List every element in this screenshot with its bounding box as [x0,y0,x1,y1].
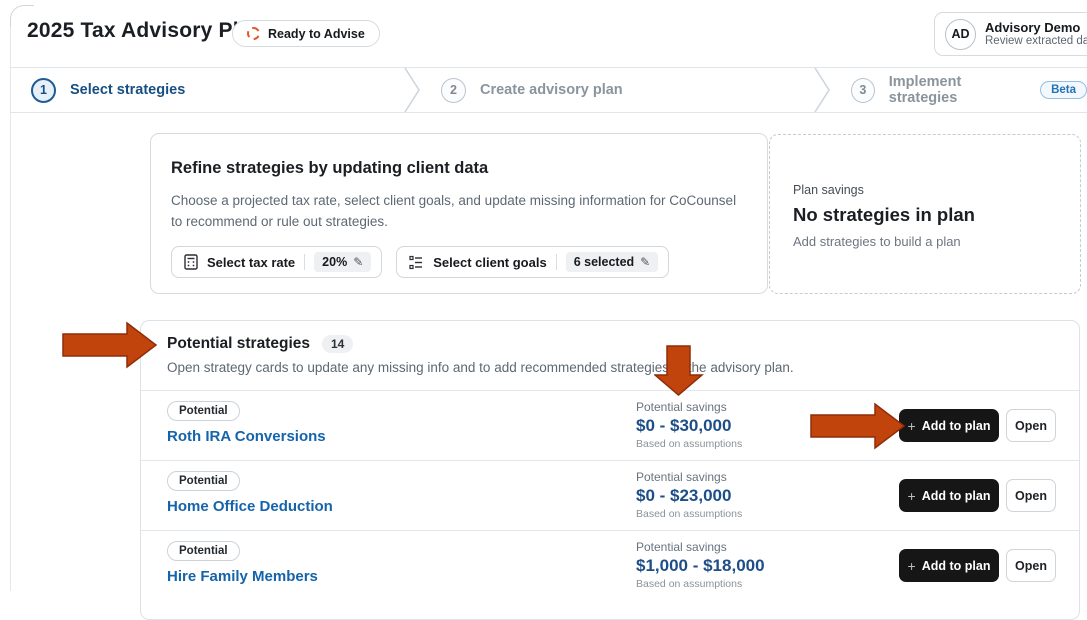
select-tax-rate-button[interactable]: Select tax rate 20% ✎ [171,246,383,278]
plan-savings-headline: No strategies in plan [793,204,975,225]
potential-badge: Potential [167,541,240,561]
add-to-plan-button[interactable]: + Add to plan [899,479,999,512]
step-label: Create advisory plan [480,82,623,98]
ready-spinner-icon [247,27,260,40]
strategy-name-link[interactable]: Home Office Deduction [167,498,333,515]
page-title: 2025 Tax Advisory Plan [27,19,264,42]
savings-note: Based on assumptions [636,578,743,590]
savings-value: $1,000 - $18,000 [636,556,765,575]
stepper-divider [10,112,1087,113]
edit-icon: ✎ [640,255,651,269]
tax-rate-label: Select tax rate [207,254,296,270]
step-number: 1 [31,77,56,103]
refine-card-description: Choose a projected tax rate, select clie… [171,193,737,229]
plus-icon: + [907,487,916,504]
calculator-icon [184,254,198,270]
add-to-plan-label: Add to plan [921,558,991,573]
savings-note: Based on assumptions [636,508,743,520]
section-title: Potential strategies [167,335,310,352]
panel-corner [10,5,34,29]
plus-icon: + [907,417,916,434]
header-divider [10,67,1087,68]
savings-label: Potential savings [636,540,727,554]
stepper: 1 Select strategies 2 Create advisory pl… [11,68,1087,112]
step-number: 2 [441,77,466,103]
savings-note: Based on assumptions [636,438,743,450]
chevron-separator-icon [814,68,830,112]
savings-label: Potential savings [636,400,727,414]
refine-card-title: Refine strategies by updating client dat… [171,159,489,177]
status-badge-label: Ready to Advise [268,26,365,41]
panel-left-edge [10,27,11,591]
divider [555,254,557,270]
add-to-plan-button[interactable]: + Add to plan [899,409,999,442]
section-description: Open strategy cards to update any missin… [167,360,794,375]
client-goals-value: 6 selected [573,255,635,269]
status-badge: Ready to Advise [232,20,380,47]
savings-value: $0 - $30,000 [636,416,732,435]
potential-strategies-section: Potential strategies 14 Open strategy ca… [140,320,1080,620]
strategy-row: Potential Hire Family Members Potential … [141,530,1079,600]
add-to-plan-label: Add to plan [921,488,991,503]
plan-savings-label: Plan savings [793,183,864,197]
add-to-plan-label: Add to plan [921,418,991,433]
open-button[interactable]: Open [1006,409,1056,442]
edit-icon: ✎ [353,255,364,269]
checklist-icon [409,255,423,269]
select-client-goals-button[interactable]: Select client goals 6 selected ✎ [396,246,670,278]
beta-badge: Beta [1040,81,1087,99]
step-implement-strategies[interactable]: 3 Implement strategies Beta [851,68,1087,112]
add-to-plan-button[interactable]: + Add to plan [899,549,999,582]
step-label: Implement strategies [888,74,962,106]
step-create-advisory-plan[interactable]: 2 Create advisory plan [441,68,623,112]
strategy-row: Potential Home Office Deduction Potentia… [141,460,1079,530]
step-number: 3 [851,77,875,103]
potential-badge: Potential [167,471,240,491]
user-menu[interactable]: AD Advisory Demo Review extracted data [934,12,1087,56]
plus-icon: + [907,557,916,574]
user-name: Advisory Demo [985,20,1081,35]
client-goals-label: Select client goals [433,254,547,270]
tax-rate-value: 20% [322,255,348,269]
open-button[interactable]: Open [1006,479,1056,512]
count-badge: 14 [322,335,354,353]
divider [304,254,306,270]
chevron-separator-icon [404,68,420,112]
savings-value: $0 - $23,000 [636,486,732,505]
strategy-name-link[interactable]: Roth IRA Conversions [167,428,326,445]
strategy-row: Potential Roth IRA Conversions Potential… [141,390,1079,460]
refine-card: Refine strategies by updating client dat… [150,133,768,294]
user-subtitle: Review extracted data [985,35,1087,47]
potential-badge: Potential [167,401,240,421]
avatar: AD [945,18,976,50]
savings-label: Potential savings [636,470,727,484]
plan-savings-panel: Plan savings No strategies in plan Add s… [769,134,1081,294]
strategy-name-link[interactable]: Hire Family Members [167,568,318,585]
step-select-strategies[interactable]: 1 Select strategies [31,68,185,112]
step-label: Select strategies [70,82,186,98]
plan-savings-subtext: Add strategies to build a plan [793,234,961,249]
open-button[interactable]: Open [1006,549,1056,582]
